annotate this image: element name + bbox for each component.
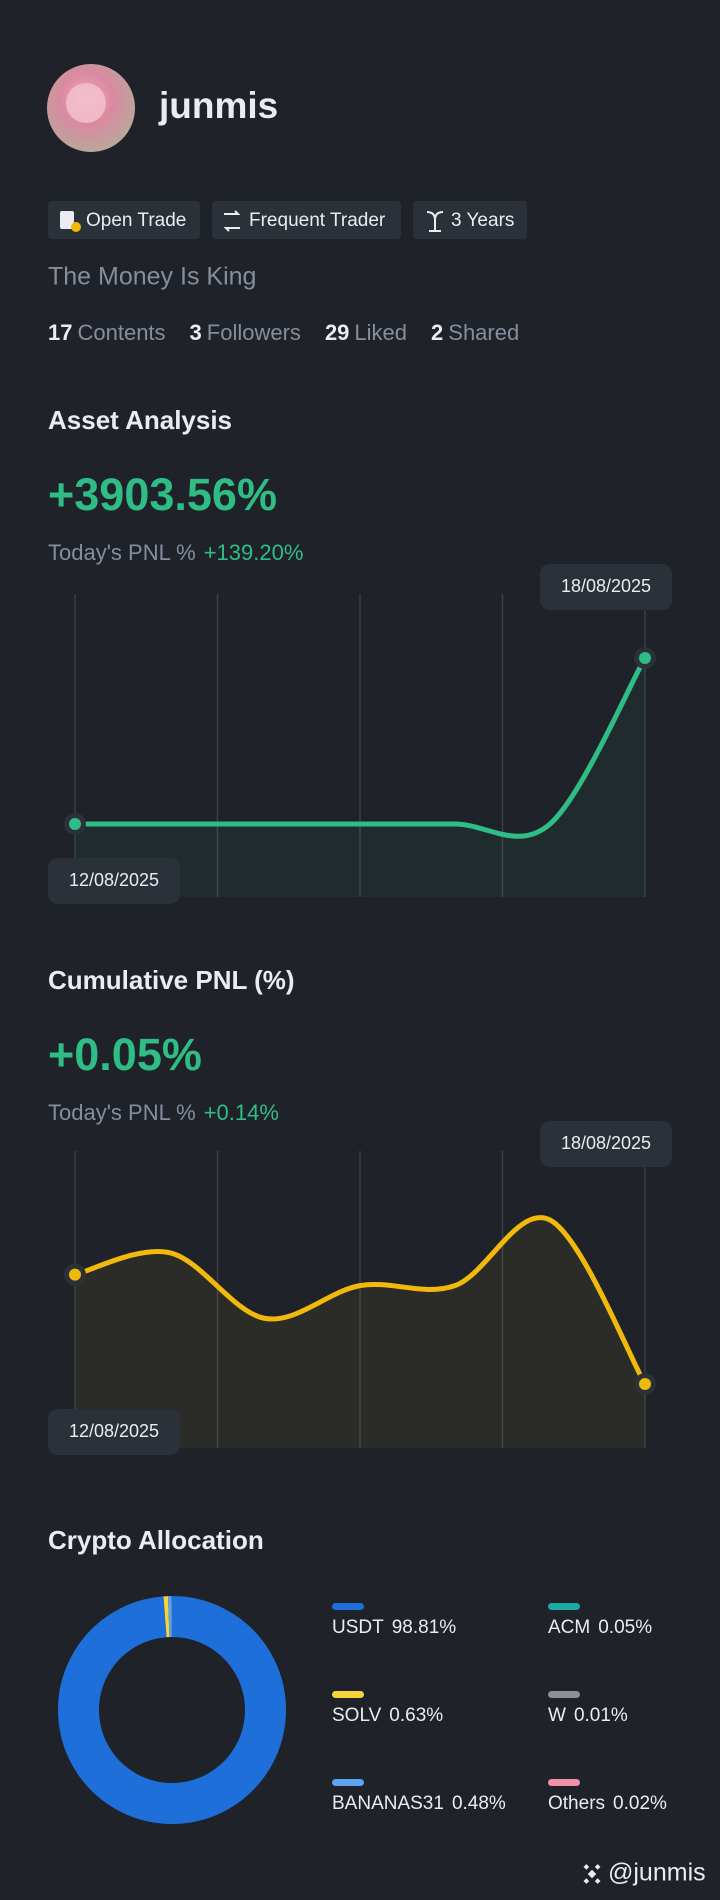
stat-count: 3 [190,320,202,345]
today-value: +139.20% [204,540,304,565]
legend-value: 0.63% [389,1705,443,1726]
badge-icon [60,211,74,229]
section-title: Crypto Allocation [48,1525,264,1555]
date-tooltip [48,858,180,904]
donut-slice [58,1596,286,1824]
bio: The Money Is King [48,263,256,291]
legend-value: 0.02% [613,1793,667,1814]
legend-swatch [548,1603,580,1610]
date-tooltip [540,564,672,610]
legend-value: 0.48% [452,1793,506,1814]
legend-value: 98.81% [392,1617,457,1638]
avatar-flower [66,83,106,123]
stat-count: 2 [431,320,443,345]
legend-label: Others [548,1793,605,1814]
badge-bg [212,201,401,239]
legend-value: 0.01% [574,1705,628,1726]
point-marker [639,1378,651,1390]
date-label: 12/08/2025 [69,870,159,890]
username: junmis [158,85,278,126]
legend-label: W [548,1705,566,1726]
line-area [75,658,645,897]
stat-label: Contents [77,320,165,345]
legend-label: USDT [332,1617,384,1638]
date-tooltip [540,1121,672,1167]
section-title: Cumulative PNL (%) [48,965,295,995]
legend-label: ACM [548,1617,590,1638]
line-series [72,655,648,839]
point-marker [639,652,651,664]
badge-bg [413,201,527,239]
point-marker [69,1268,81,1281]
legend-swatch [548,1691,580,1698]
stat-count: 29 [325,320,349,345]
date-label: 18/08/2025 [561,1133,651,1153]
legend-label: SOLV [332,1705,382,1726]
legend-swatch [332,1691,364,1698]
badge-bg [48,201,200,239]
today-label: Today's PNL % [48,1100,196,1125]
stats-row: 17 Contents 3 Followers 29 Liked 2 Shared [48,320,519,345]
stat-label: Followers [207,320,301,345]
stat-label: Shared [448,320,519,345]
date-label: 18/08/2025 [561,576,651,596]
today-label: Today's PNL % [48,540,196,565]
legend-value: 0.05% [598,1617,652,1638]
today-value: +0.14% [204,1100,279,1125]
legend-swatch [548,1779,580,1786]
badge-label: Frequent Trader [249,210,386,231]
headline-value: +3903.56% [48,469,277,520]
line-area [75,1217,645,1448]
badges: Open Trade Frequent Trader 3 Years [48,201,527,239]
point-marker [69,818,81,830]
legend-label: BANANAS31 [332,1793,444,1814]
badge-label: Open Trade [86,210,186,231]
badge-label: 3 Years [451,210,514,231]
headline-value: +0.05% [48,1029,202,1080]
badge-icon [223,210,241,232]
footer-handle: @junmis [608,1859,706,1887]
legend-swatch [332,1779,364,1786]
badge-icon-dot [71,222,81,232]
badge-icon [426,211,444,232]
section-title: Asset Analysis [48,405,232,435]
charts: Asset Analysis +3903.56% Today's PNL % +139… [48,405,672,1824]
date-tooltip [48,1409,180,1455]
line-series [72,1215,648,1387]
stat-count: 17 [48,320,72,345]
date-label: 12/08/2025 [69,1421,159,1441]
stat-label: Liked [354,320,407,345]
legend-swatch [332,1603,364,1610]
